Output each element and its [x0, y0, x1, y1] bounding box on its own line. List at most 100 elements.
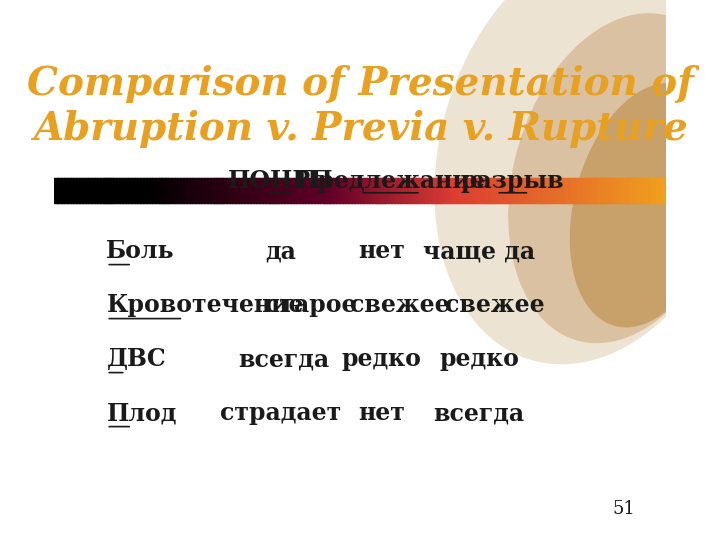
- Bar: [461, 178, 465, 202]
- Bar: [330, 178, 334, 202]
- Bar: [220, 178, 224, 202]
- Bar: [660, 178, 664, 202]
- Text: нет: нет: [358, 239, 405, 263]
- Bar: [443, 178, 447, 202]
- Bar: [564, 178, 569, 202]
- Bar: [76, 178, 80, 202]
- Bar: [382, 178, 386, 202]
- Ellipse shape: [508, 13, 720, 343]
- Bar: [333, 178, 337, 202]
- Bar: [127, 178, 132, 202]
- Text: да: да: [265, 239, 296, 263]
- Bar: [540, 178, 544, 202]
- Bar: [372, 178, 377, 202]
- Bar: [424, 178, 428, 202]
- Text: свежее: свежее: [445, 293, 544, 317]
- Bar: [146, 178, 150, 202]
- Bar: [70, 178, 74, 202]
- Bar: [97, 178, 102, 202]
- Bar: [152, 178, 156, 202]
- Text: Предлежание: Предлежание: [296, 169, 485, 193]
- Bar: [58, 178, 62, 202]
- Bar: [647, 178, 652, 202]
- Bar: [546, 178, 551, 202]
- Bar: [431, 178, 435, 202]
- Bar: [240, 178, 245, 202]
- Bar: [104, 178, 107, 202]
- Bar: [296, 178, 300, 202]
- Bar: [519, 178, 523, 202]
- Bar: [79, 178, 84, 202]
- Bar: [287, 178, 291, 202]
- Bar: [299, 178, 303, 202]
- Bar: [112, 178, 117, 202]
- Bar: [198, 178, 202, 202]
- Bar: [629, 178, 633, 202]
- Bar: [183, 178, 187, 202]
- Bar: [601, 178, 606, 202]
- Bar: [345, 178, 349, 202]
- Bar: [495, 178, 499, 202]
- Bar: [204, 178, 209, 202]
- Bar: [611, 178, 615, 202]
- Bar: [326, 178, 330, 202]
- Bar: [277, 178, 282, 202]
- Bar: [397, 178, 401, 202]
- Bar: [406, 178, 410, 202]
- Bar: [293, 178, 297, 202]
- Bar: [574, 178, 578, 202]
- Bar: [323, 178, 328, 202]
- Bar: [455, 178, 459, 202]
- Bar: [213, 178, 217, 202]
- Bar: [161, 178, 166, 202]
- Bar: [232, 178, 236, 202]
- Bar: [311, 178, 315, 202]
- Bar: [562, 178, 566, 202]
- Bar: [189, 178, 193, 202]
- Bar: [491, 178, 495, 202]
- Bar: [131, 178, 135, 202]
- Bar: [274, 178, 279, 202]
- Bar: [314, 178, 318, 202]
- Text: нет: нет: [358, 401, 405, 425]
- Bar: [369, 178, 374, 202]
- Bar: [348, 178, 352, 202]
- Bar: [192, 178, 197, 202]
- Text: свежее: свежее: [350, 293, 449, 317]
- Bar: [85, 178, 89, 202]
- Bar: [427, 178, 431, 202]
- Bar: [390, 178, 395, 202]
- Bar: [281, 178, 285, 202]
- Bar: [55, 178, 59, 202]
- Bar: [556, 178, 560, 202]
- Bar: [262, 178, 266, 202]
- Bar: [476, 178, 480, 202]
- Bar: [638, 178, 642, 202]
- Bar: [238, 178, 242, 202]
- Bar: [318, 178, 322, 202]
- Bar: [320, 178, 325, 202]
- Text: чаще да: чаще да: [423, 239, 535, 263]
- Bar: [125, 178, 129, 202]
- Bar: [571, 178, 575, 202]
- Bar: [522, 178, 526, 202]
- Bar: [164, 178, 168, 202]
- Bar: [451, 178, 456, 202]
- Bar: [222, 178, 227, 202]
- Bar: [174, 178, 178, 202]
- Bar: [269, 178, 273, 202]
- Bar: [577, 178, 581, 202]
- Bar: [387, 178, 392, 202]
- Bar: [613, 178, 618, 202]
- Bar: [467, 178, 471, 202]
- Bar: [351, 178, 355, 202]
- Bar: [418, 178, 423, 202]
- Bar: [265, 178, 269, 202]
- Text: всегда: всегда: [433, 401, 525, 425]
- Bar: [88, 178, 92, 202]
- Text: всегда: всегда: [238, 347, 329, 371]
- Bar: [140, 178, 144, 202]
- Bar: [439, 178, 444, 202]
- Text: старое: старое: [266, 293, 357, 317]
- Bar: [305, 178, 310, 202]
